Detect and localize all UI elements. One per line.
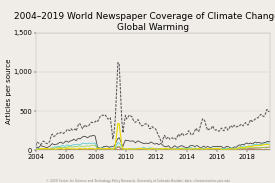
North America (34, 148, 37, 150)
Middle East (268, 149, 271, 151)
All Sources Combined (116, 61, 120, 64)
Central/South America (250, 149, 254, 151)
Africa (268, 148, 271, 151)
All Sources Combined (147, 124, 150, 126)
Middle East (144, 148, 147, 150)
Line: Central/South America: Central/South America (36, 149, 270, 150)
Oceania (34, 148, 37, 151)
Europe (147, 143, 150, 145)
Middle East (170, 149, 174, 151)
Text: © 2020 Center for Science and Technology Policy Research, University of Colorado: © 2020 Center for Science and Technology… (45, 179, 230, 183)
Line: North America: North America (36, 143, 270, 150)
Central/South America (268, 148, 271, 151)
Africa (97, 149, 101, 151)
Asia (147, 148, 150, 150)
Oceania (91, 144, 94, 146)
North America (116, 142, 120, 144)
Middle East (34, 149, 37, 151)
Oceania (185, 149, 188, 151)
Europe (215, 145, 218, 147)
All Sources Combined (70, 128, 73, 130)
North America (70, 144, 73, 147)
Wire Services (181, 148, 184, 150)
All Sources Combined (268, 111, 271, 113)
Central/South America (145, 148, 149, 151)
Africa (250, 148, 254, 151)
Line: Wire Services: Wire Services (36, 123, 270, 150)
Middle East (147, 149, 150, 151)
Wire Services (268, 144, 271, 146)
North America (170, 148, 174, 150)
Asia (34, 149, 37, 151)
Asia (70, 148, 73, 150)
North America (182, 147, 185, 149)
Line: Europe: Europe (36, 135, 270, 148)
Wire Services (147, 148, 150, 150)
Asia (169, 149, 173, 151)
Asia (268, 146, 271, 148)
Y-axis label: Articles per source: Articles per source (6, 59, 12, 124)
Europe (34, 147, 37, 149)
Asia (215, 148, 218, 151)
Europe (251, 143, 255, 145)
Line: Africa: Africa (36, 149, 270, 150)
Middle East (70, 149, 73, 151)
Central/South America (213, 148, 217, 151)
Oceania (147, 147, 150, 150)
Central/South America (251, 149, 255, 151)
Africa (70, 148, 73, 150)
Africa (181, 148, 184, 151)
Europe (91, 134, 94, 137)
Oceania (70, 146, 73, 148)
Asia (251, 147, 255, 150)
Africa (170, 148, 174, 151)
All Sources Combined (34, 145, 37, 147)
Africa (213, 148, 217, 150)
Line: All Sources Combined: All Sources Combined (36, 63, 270, 146)
All Sources Combined (250, 120, 254, 122)
Europe (70, 140, 73, 142)
North America (215, 147, 218, 149)
Central/South America (179, 148, 183, 150)
Central/South America (70, 148, 73, 151)
Middle East (250, 148, 254, 151)
Europe (169, 147, 173, 150)
North America (251, 144, 255, 146)
North America (147, 147, 150, 150)
Wire Services (250, 145, 254, 147)
Oceania (215, 148, 218, 150)
North America (268, 142, 271, 144)
All Sources Combined (170, 137, 174, 139)
Oceania (170, 148, 174, 151)
All Sources Combined (213, 129, 217, 131)
Oceania (268, 146, 271, 148)
Wire Services (70, 148, 73, 150)
Title: 2004–2019 World Newspaper Coverage of Climate Change or
Global Warming: 2004–2019 World Newspaper Coverage of Cl… (14, 12, 275, 32)
Central/South America (169, 148, 173, 151)
Wire Services (116, 122, 120, 124)
Middle East (181, 149, 184, 151)
Oceania (181, 148, 184, 151)
Line: Asia: Asia (36, 147, 270, 150)
Oceania (251, 147, 255, 149)
North America (173, 148, 176, 151)
Europe (268, 140, 271, 143)
Middle East (213, 148, 217, 151)
Line: Middle East: Middle East (36, 149, 270, 150)
Asia (172, 148, 175, 150)
Africa (147, 148, 150, 150)
Line: Oceania: Oceania (36, 145, 270, 150)
Asia (117, 146, 121, 148)
Wire Services (34, 149, 37, 151)
Europe (172, 145, 175, 148)
Europe (182, 145, 185, 147)
Central/South America (181, 148, 184, 151)
All Sources Combined (181, 132, 184, 134)
Wire Services (170, 148, 174, 150)
Africa (34, 149, 37, 151)
Asia (182, 148, 185, 150)
Africa (264, 148, 267, 150)
Wire Services (213, 147, 217, 150)
Central/South America (34, 149, 37, 151)
